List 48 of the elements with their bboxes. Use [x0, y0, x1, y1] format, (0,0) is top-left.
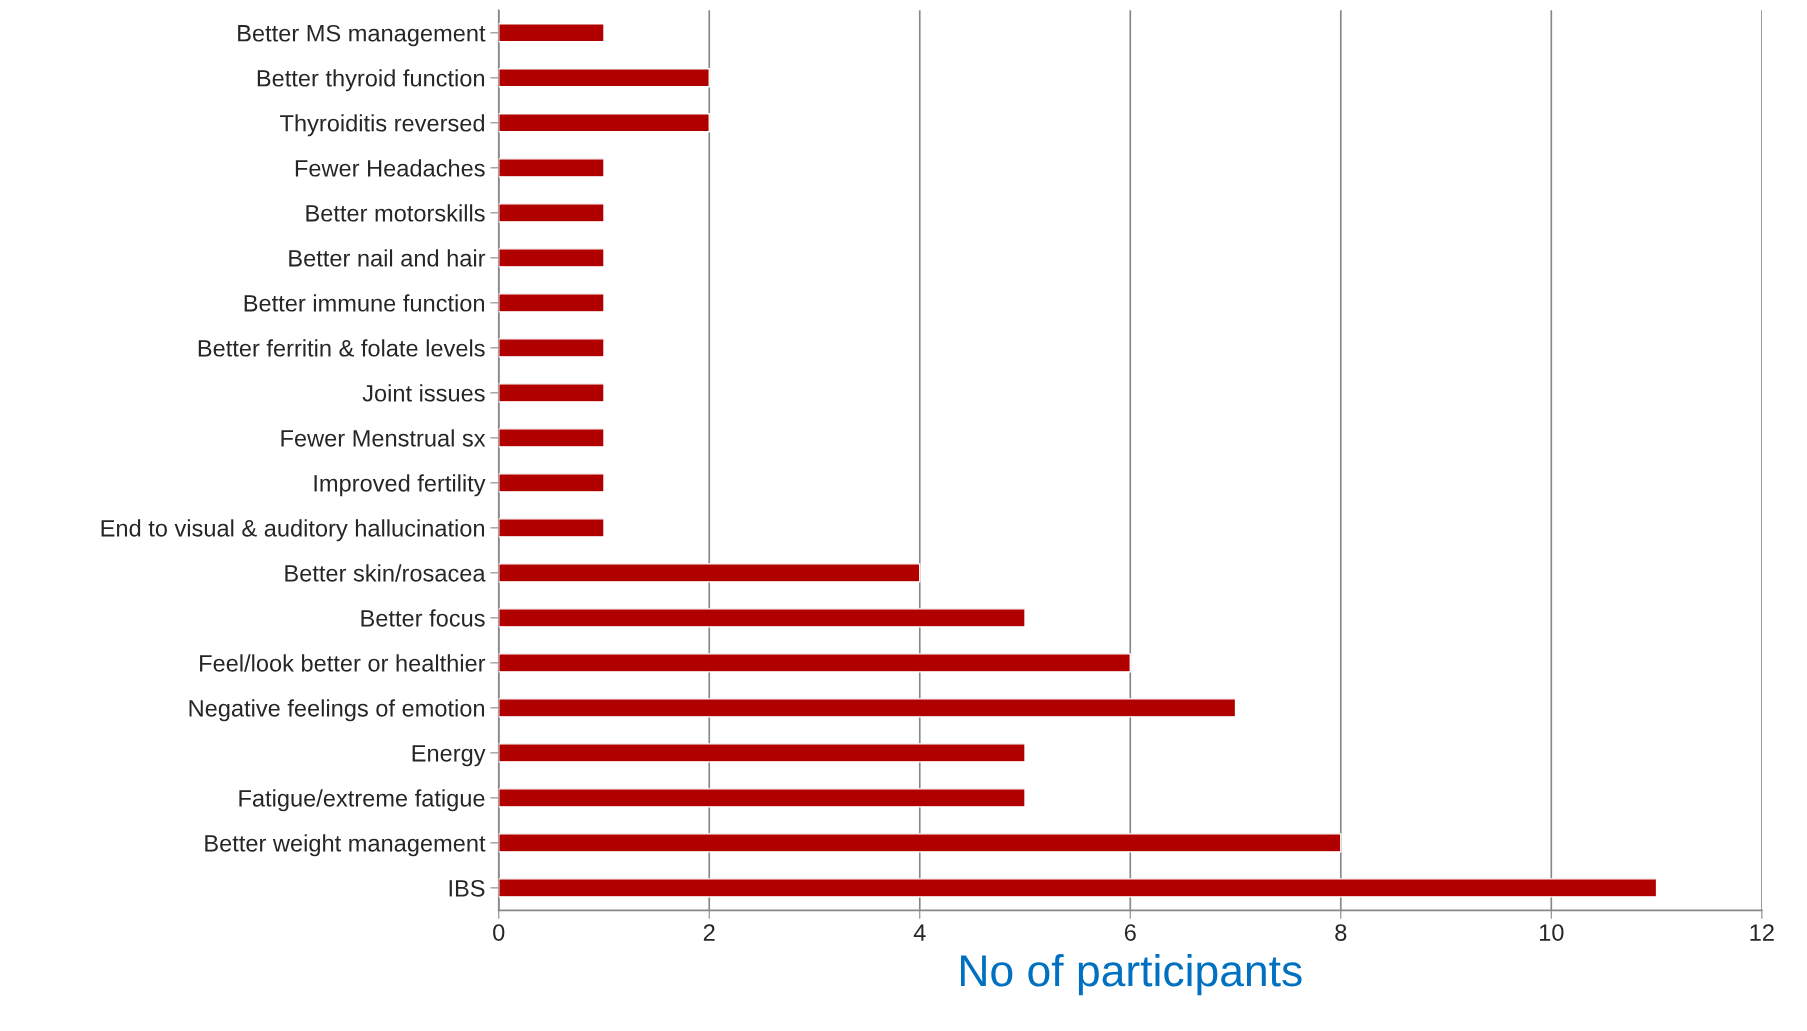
y-tick-label: Better thyroid function [257, 69, 485, 92]
bar [498, 518, 605, 538]
y-tick-label: Negative feelings of emotion [189, 699, 485, 722]
y-tick-label: Fewer Menstrual sx [281, 429, 486, 447]
bar [498, 113, 710, 133]
y-tick-label: Thyroiditis reversed [280, 114, 485, 137]
bar [498, 158, 605, 178]
bar [498, 203, 605, 223]
bar [498, 743, 1026, 763]
y-tick-label: Better immune function [244, 294, 485, 312]
x-tick-label: 6 [1124, 924, 1136, 941]
bar [498, 788, 1026, 808]
y-tick-label: Better focus [361, 609, 485, 627]
y-tick-label: Better skin/rosacea [285, 564, 486, 582]
bar [498, 698, 1237, 718]
x-tick-label: 4 [913, 924, 926, 941]
bar [498, 833, 1342, 853]
y-tick-label: Improved fertility [314, 474, 486, 497]
y-tick-label: Fatigue/extreme fatigue [239, 789, 485, 812]
y-tick-label: Better ferritin & folate levels [198, 339, 485, 357]
x-tick-label: 10 [1539, 924, 1564, 941]
bar [498, 563, 921, 583]
y-tick-label: Energy [412, 745, 486, 767]
y-tick-label: Better weight management [205, 834, 486, 857]
y-tick-label: Better nail and hair [289, 249, 486, 267]
bar [498, 293, 605, 313]
bar [498, 428, 605, 448]
bar [498, 608, 1026, 628]
y-tick-label: End to visual & auditory hallucination [101, 519, 485, 542]
bar [498, 338, 605, 358]
bar [498, 653, 1131, 673]
bar [498, 68, 710, 88]
bar [498, 23, 605, 43]
bar [498, 248, 605, 268]
x-tick-label: 0 [493, 924, 505, 941]
x-tick-label: 8 [1335, 924, 1347, 941]
bar [498, 383, 605, 403]
bar [498, 473, 605, 493]
x-axis-title: No of participants [961, 953, 1302, 996]
x-tick-label: 12 [1750, 924, 1774, 941]
y-tick-label: Better motorskills [306, 204, 485, 222]
x-tick-label: 2 [703, 924, 715, 941]
y-tick-label: Joint issues [362, 384, 485, 402]
y-tick-label: Better MS management [238, 24, 486, 47]
y-tick-label: IBS [449, 879, 485, 897]
y-tick-label: Fewer Headaches [295, 159, 485, 177]
y-tick-label: Feel/look better or healthier [200, 654, 486, 672]
bar [498, 878, 1658, 898]
